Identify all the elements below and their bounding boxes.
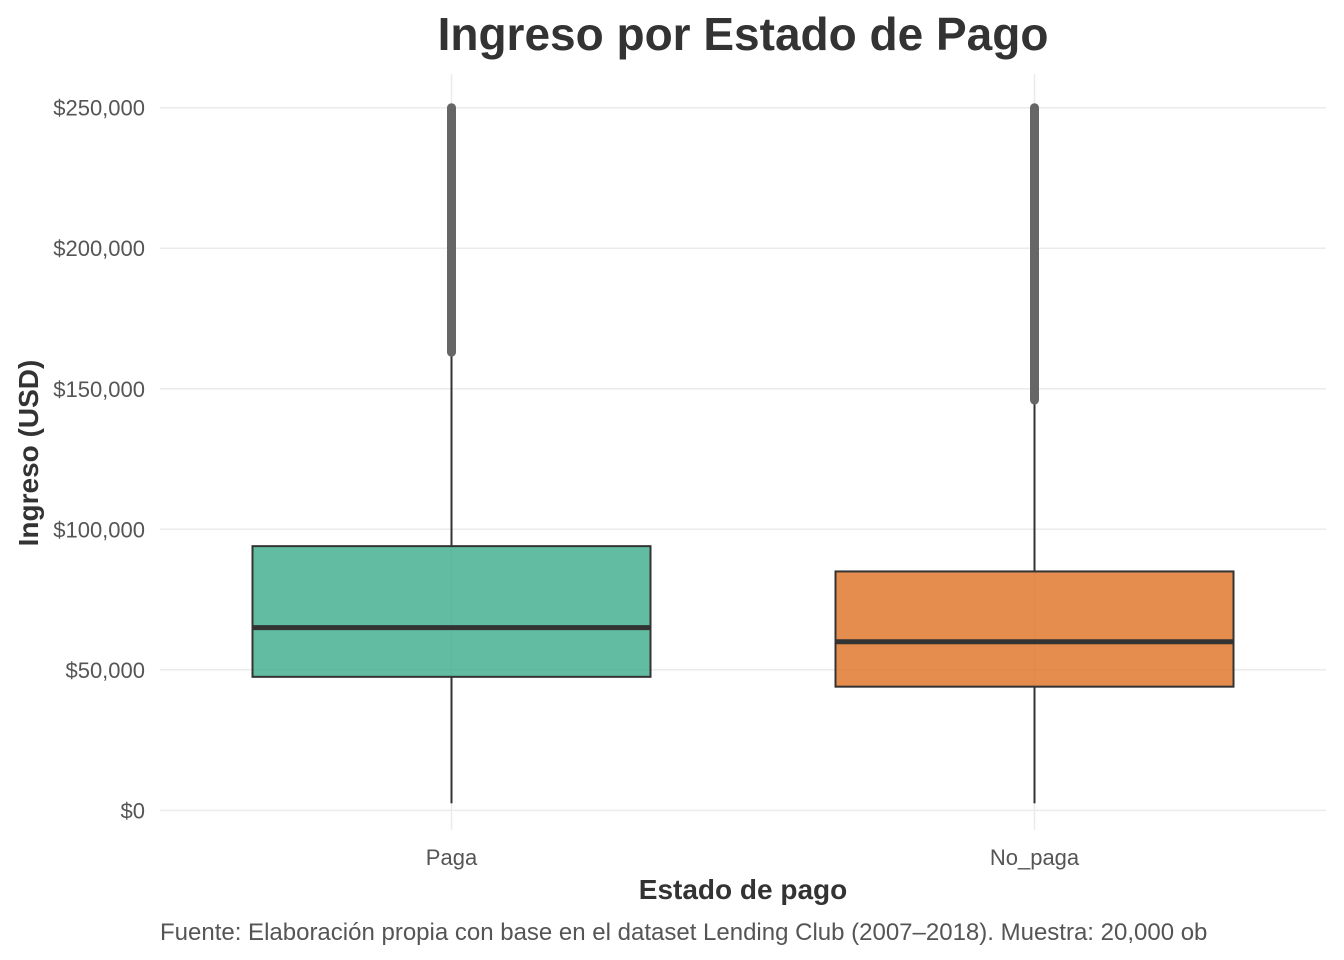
x-tick-label: No_paga xyxy=(990,845,1080,870)
y-tick-label: $100,000 xyxy=(53,517,145,542)
y-tick-label: $250,000 xyxy=(53,96,145,121)
x-tick-label: Paga xyxy=(426,845,478,870)
box-paga xyxy=(251,103,652,804)
y-axis-title: Ingreso (USD) xyxy=(13,360,44,547)
y-tick-label: $150,000 xyxy=(53,377,145,402)
y-axis-ticks: $0 $50,000 $100,000 $150,000 $200,000 $250,00… xyxy=(53,96,145,824)
y-tick-label: $200,000 xyxy=(53,236,145,261)
iqr-box xyxy=(834,570,1235,688)
x-axis-ticks: Paga No_paga xyxy=(426,845,1080,870)
gridlines xyxy=(160,74,1326,830)
iqr-box xyxy=(251,545,652,678)
chart-title: Ingreso por Estado de Pago xyxy=(438,8,1049,60)
boxes xyxy=(251,103,1235,804)
box-no-paga xyxy=(834,103,1235,804)
chart-caption: Fuente: Elaboración propia con base en e… xyxy=(160,919,1207,946)
y-tick-label: $50,000 xyxy=(65,658,145,683)
x-axis-title: Estado de pago xyxy=(639,874,847,905)
y-tick-label: $0 xyxy=(121,798,145,823)
